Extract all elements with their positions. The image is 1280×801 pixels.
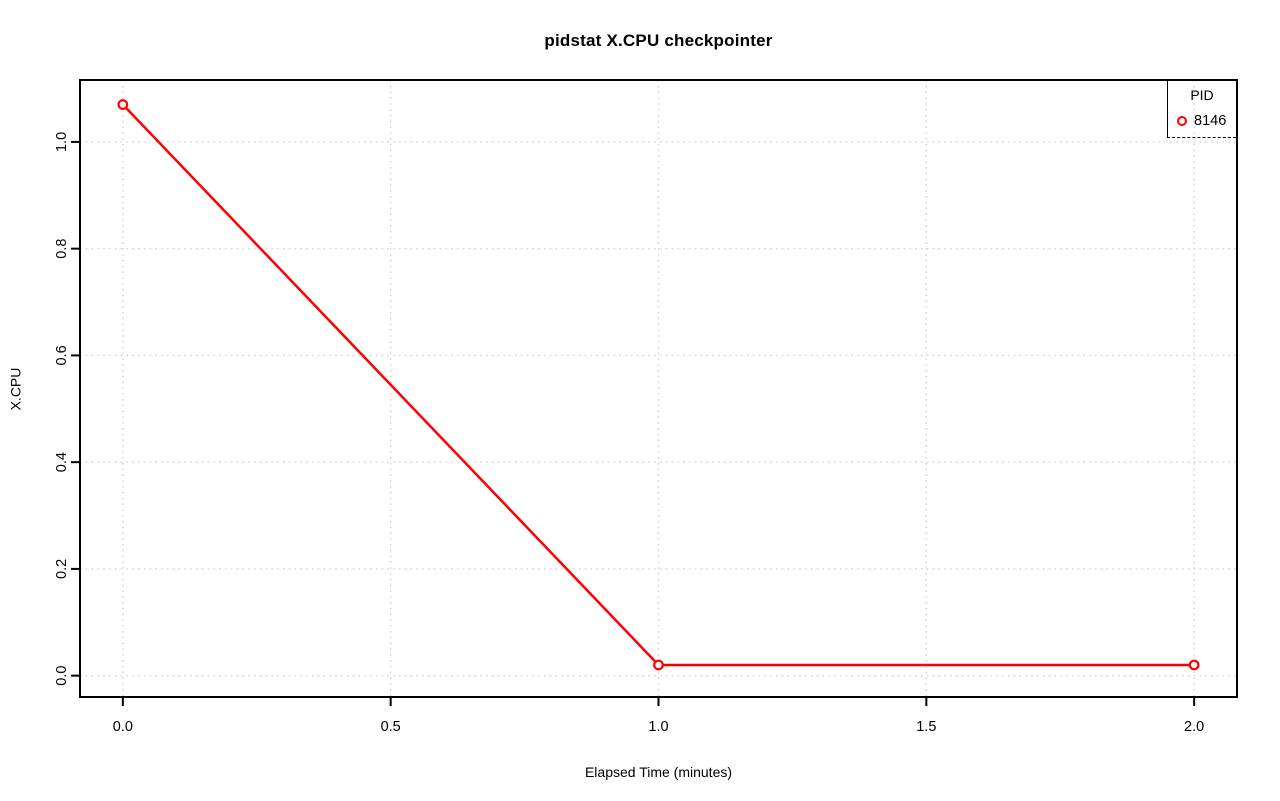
- data-point: [653, 659, 664, 671]
- x-tick-label: 2.0: [1184, 719, 1204, 735]
- x-tick-label: 0.5: [381, 719, 401, 735]
- legend-marker-circle: [1177, 116, 1187, 126]
- y-tick-label: 1.0: [54, 132, 70, 152]
- open-circle-marker-icon: [1177, 116, 1187, 126]
- y-tick-label: 0.0: [54, 666, 70, 686]
- y-axis-label: X.CPU: [7, 367, 24, 411]
- data-point: [1188, 659, 1200, 671]
- x-axis-label: Elapsed Time (minutes): [584, 764, 733, 780]
- legend-title: PID: [1190, 87, 1214, 103]
- series-line: [121, 103, 1195, 667]
- x-tick-label: 1.0: [648, 719, 668, 735]
- x-tick-label: 0.0: [113, 719, 133, 735]
- y-tick-label: 0.6: [54, 345, 70, 365]
- data-point: [117, 99, 129, 110]
- y-tick-label: 0.2: [54, 559, 70, 579]
- y-tick-label: 0.8: [54, 239, 70, 259]
- legend: PID 8146: [1167, 81, 1236, 138]
- legend-entry: 8146: [1168, 111, 1236, 131]
- y-tick-label: 0.4: [54, 452, 70, 472]
- legend-entry-label: 8146: [1194, 113, 1227, 129]
- chart-title: pidstat X.CPU checkpointer: [544, 31, 773, 50]
- x-tick-label: 1.5: [916, 719, 936, 735]
